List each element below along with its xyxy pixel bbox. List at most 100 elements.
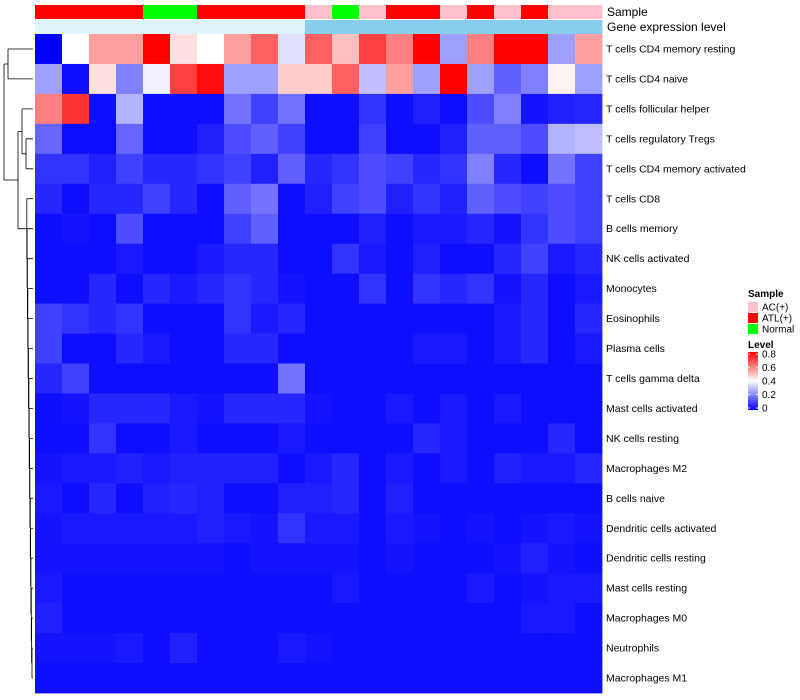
heatmap-cell — [197, 633, 225, 664]
heatmap-cell — [413, 363, 441, 394]
heatmap-cell — [440, 573, 468, 604]
heatmap-cell — [575, 393, 603, 424]
heatmap-cell — [251, 483, 279, 514]
heatmap-cell — [197, 393, 225, 424]
heatmap-cell — [386, 543, 414, 574]
heatmap-cell — [440, 483, 468, 514]
heatmap-cell — [251, 633, 279, 664]
heatmap-cell — [305, 663, 333, 694]
heatmap-cell — [494, 183, 522, 215]
heatmap-cell — [62, 393, 90, 424]
heatmap-cell — [494, 303, 522, 334]
heatmap-cell — [278, 63, 306, 95]
heatmap-cell — [197, 573, 225, 604]
heatmap-cell — [170, 423, 198, 454]
annotation-cell-expression — [494, 20, 522, 34]
heatmap-cell — [359, 273, 387, 304]
heatmap-cell — [143, 543, 171, 574]
heatmap-cell — [548, 333, 576, 364]
heatmap-cell — [305, 273, 333, 304]
heatmap-cell — [224, 93, 252, 125]
heatmap-cell — [251, 573, 279, 604]
heatmap-cell — [170, 213, 198, 245]
heatmap-cell — [575, 34, 603, 65]
heatmap-cell — [386, 243, 414, 275]
heatmap-cell — [170, 273, 198, 304]
heatmap-cell — [413, 333, 441, 364]
heatmap-cell — [143, 93, 171, 125]
heatmap-cell — [305, 303, 333, 334]
heatmap-cell — [89, 273, 117, 304]
heatmap-cell — [575, 93, 603, 125]
heatmap-cell — [575, 513, 603, 544]
heatmap-cell — [35, 93, 63, 125]
heatmap-cell — [440, 333, 468, 364]
annotation-cell-expression — [305, 20, 333, 34]
heatmap-cell — [467, 123, 495, 155]
heatmap-cell — [62, 663, 90, 694]
heatmap-cell — [89, 483, 117, 514]
heatmap-cell — [440, 153, 468, 185]
heatmap-cell — [170, 483, 198, 514]
heatmap-cell — [197, 543, 225, 574]
heatmap-cell — [305, 483, 333, 514]
heatmap-cell — [278, 333, 306, 364]
heatmap-cell — [467, 243, 495, 275]
heatmap-cell — [62, 543, 90, 574]
heatmap-cell — [170, 573, 198, 604]
heatmap-cell — [278, 663, 306, 694]
heatmap-cell — [440, 183, 468, 215]
heatmap-cell — [386, 573, 414, 604]
heatmap-cell — [116, 543, 144, 574]
heatmap-cell — [359, 183, 387, 215]
heatmap-cell — [494, 603, 522, 634]
heatmap-cell — [197, 423, 225, 454]
heatmap-cell — [251, 63, 279, 95]
heatmap-cell — [89, 303, 117, 334]
heatmap-cell — [359, 93, 387, 125]
heatmap-cell — [89, 183, 117, 215]
heatmap-cell — [305, 453, 333, 484]
heatmap-cell — [440, 633, 468, 664]
annotation-cell-expression — [575, 20, 603, 34]
heatmap-cell — [521, 633, 549, 664]
heatmap-cell — [332, 123, 360, 155]
heatmap-cell — [440, 243, 468, 275]
heatmap-cell — [89, 453, 117, 484]
heatmap-cell — [494, 153, 522, 185]
heatmap-cell — [116, 363, 144, 394]
heatmap-cell — [170, 543, 198, 574]
heatmap-cell — [521, 663, 549, 694]
heatmap-cell — [332, 423, 360, 454]
heatmap-cell — [440, 303, 468, 334]
row-label: T cells gamma delta — [606, 373, 700, 385]
heatmap-cell — [413, 213, 441, 245]
heatmap-cell — [575, 303, 603, 334]
heatmap-cell — [251, 663, 279, 694]
annotation-cell-sample — [548, 5, 576, 19]
heatmap-cell — [305, 603, 333, 634]
heatmap-cell — [413, 573, 441, 604]
heatmap-cell — [548, 453, 576, 484]
heatmap-cell — [521, 243, 549, 275]
heatmap-cell — [197, 183, 225, 215]
heatmap-cell — [548, 423, 576, 454]
heatmap-cell — [62, 63, 90, 95]
annotation-cell-sample — [35, 5, 63, 19]
row-label: Macrophages M1 — [606, 673, 687, 685]
annotation-cell-expression — [224, 20, 252, 34]
heatmap-cell — [575, 333, 603, 364]
heatmap-cell — [548, 603, 576, 634]
heatmap-cell — [386, 93, 414, 125]
legend-swatch — [748, 302, 758, 312]
heatmap-cell — [170, 393, 198, 424]
row-label: T cells CD4 memory activated — [606, 163, 746, 175]
heatmap-cell — [440, 453, 468, 484]
heatmap-cell — [89, 333, 117, 364]
row-label: T cells CD8 — [606, 193, 660, 205]
heatmap-cell — [305, 513, 333, 544]
heatmap-cell — [251, 363, 279, 394]
heatmap-cell — [170, 183, 198, 215]
heatmap-cell — [116, 483, 144, 514]
